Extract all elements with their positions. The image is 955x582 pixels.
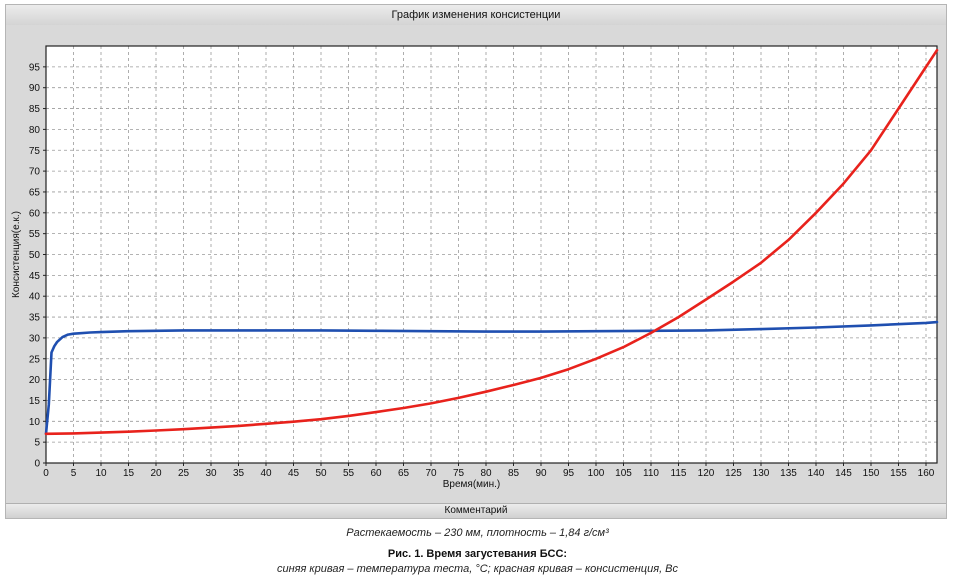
plot-area: 0 5 10 15 20 25 30 35 40 45 50 55 60 65 70 75 80 85 90 95 10… (6, 25, 946, 507)
y-tick-label: 80 (29, 125, 41, 136)
y-tick-label: 60 (29, 208, 41, 219)
x-tick-label: 100 (588, 468, 605, 479)
series-line-blue (44, 320, 939, 436)
x-tick-label: 85 (508, 468, 520, 479)
x-tick-label: 60 (370, 468, 382, 479)
y-tick-label: 10 (29, 417, 41, 428)
x-tick-label: 125 (725, 468, 742, 479)
figure-legend: синяя кривая – температура теста, °C; кр… (276, 563, 679, 575)
x-axis-label: Время(мин.) (443, 479, 501, 490)
y-tick-label: 55 (29, 229, 41, 240)
y-tick-label: 70 (29, 167, 41, 178)
x-tick-label: 65 (398, 468, 410, 479)
y-tick-label: 15 (29, 396, 41, 407)
series-line-red (44, 48, 939, 436)
x-tick-label: 55 (343, 468, 355, 479)
y-tick-label: 30 (29, 333, 41, 344)
x-tick-label: 110 (643, 468, 659, 479)
y-tick-label: 35 (29, 313, 41, 324)
x-tick-label: 0 (43, 468, 49, 479)
x-tick-label: 25 (178, 468, 190, 479)
y-tick-label: 40 (29, 292, 41, 303)
y-tick-label: 25 (29, 354, 41, 365)
x-tick-label: 40 (260, 468, 272, 479)
y-tick-label: 5 (34, 438, 40, 449)
x-tick-label: 90 (535, 468, 547, 479)
x-tick-label: 160 (918, 468, 935, 479)
x-tick-label: 150 (863, 468, 880, 479)
x-tick-label: 130 (753, 468, 770, 479)
y-tick-label: 85 (29, 104, 41, 115)
y-tick-label: 45 (29, 271, 41, 282)
y-tick-label: 0 (34, 459, 40, 470)
x-tick-label: 30 (205, 468, 217, 479)
x-tick-label: 145 (835, 468, 852, 479)
y-axis-label: Консистенция(е.к.) (11, 211, 22, 298)
x-tick-label: 70 (425, 468, 437, 479)
y-tick-label: 20 (29, 375, 41, 386)
caption-note: Растекаемость – 230 мм, плотность – 1,84… (346, 527, 609, 539)
x-tick-label: 80 (480, 468, 492, 479)
x-tick-label: 35 (233, 468, 245, 479)
consistency-chart: 0 5 10 15 20 25 30 35 40 45 50 55 60 65 70 75 80 85 90 95 10… (11, 45, 939, 490)
x-tick-label: 95 (563, 468, 575, 479)
x-tick-label: 5 (71, 468, 77, 479)
y-tick-label: 65 (29, 187, 41, 198)
x-tick-label: 50 (315, 468, 327, 479)
x-tick-label: 105 (615, 468, 632, 479)
y-tick-label: 90 (29, 83, 41, 94)
x-tick-label: 45 (288, 468, 300, 479)
x-tick-label: 115 (671, 468, 687, 479)
y-tick-label: 75 (29, 146, 41, 157)
x-tick-label: 155 (890, 468, 907, 479)
chart-window: График изменения консистенции 0 5 10 15 20 25… (5, 4, 947, 519)
figure-title: Рис. 1. Время загустевания БСС: (387, 548, 568, 560)
x-tick-label: 135 (780, 468, 797, 479)
x-tick-label: 15 (123, 468, 135, 479)
x-tick-label: 20 (150, 468, 162, 479)
y-tick-label: 50 (29, 250, 41, 261)
x-tick-label: 140 (808, 468, 825, 479)
comment-bar[interactable]: Комментарий (6, 503, 946, 518)
y-tick-label: 95 (29, 62, 41, 73)
x-tick-label: 120 (698, 468, 715, 479)
chart-window-title: График изменения консистенции (6, 5, 946, 26)
x-tick-label: 10 (95, 468, 107, 479)
x-tick-label: 75 (453, 468, 465, 479)
